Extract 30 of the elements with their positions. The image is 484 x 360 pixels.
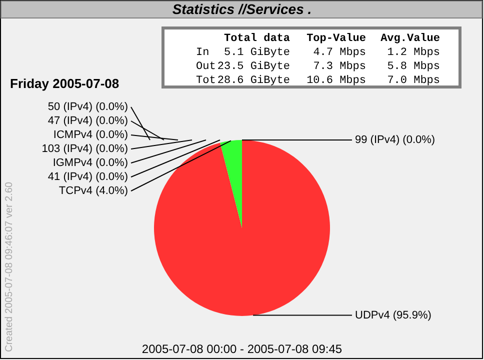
category-label: 47 (IPv4) (0.0%) xyxy=(48,115,128,127)
text: 28.6 GiByte xyxy=(217,75,290,87)
category-label: 103 (IPv4) (0.0%) xyxy=(42,143,128,155)
chart-title: Statistics //Services . xyxy=(172,1,312,17)
category-label: 41 (IPv4) (0.0%) xyxy=(48,171,128,183)
category-label: 99 (IPv4) (0.0%) xyxy=(355,134,436,146)
pie-slice xyxy=(154,140,330,316)
text: Total data xyxy=(224,33,290,45)
text: 2005-07-08 00:00 - 2005-07-08 09:45 xyxy=(142,342,342,356)
text: 7.3 Mbps xyxy=(313,61,366,73)
legend-label: ICMPv4 (0.0%) xyxy=(53,129,128,141)
text: 10.6 Mbps xyxy=(306,75,366,87)
text: In xyxy=(196,47,210,59)
category-label: IGMPv4 (0.0%) xyxy=(52,157,128,169)
text: 5.1 GiByte xyxy=(224,47,290,59)
text: 23.5 GiByte xyxy=(217,61,290,73)
text: Out xyxy=(196,61,216,73)
chart-subtitle: Friday 2005-07-08 xyxy=(10,76,120,91)
category-label: 50 (IPv4) (0.0%) xyxy=(48,101,128,113)
text: Top-Value xyxy=(306,33,366,45)
text: Tot xyxy=(196,75,216,87)
text: 7.0 Mbps xyxy=(387,75,440,87)
text: 4.7 Mbps xyxy=(313,47,366,59)
slice-label: TCPv4 (4.0%) xyxy=(58,185,128,197)
slice-label: UDPv4 (95.9%) xyxy=(355,309,432,322)
text: Created 2005-07-08 09:46:07 ver 2.60 xyxy=(4,181,15,352)
text: 5.8 Mbps xyxy=(387,61,440,73)
text: Avg.Value xyxy=(380,33,440,45)
pie-slice xyxy=(220,140,242,228)
text: 1.2 Mbps xyxy=(387,47,440,59)
